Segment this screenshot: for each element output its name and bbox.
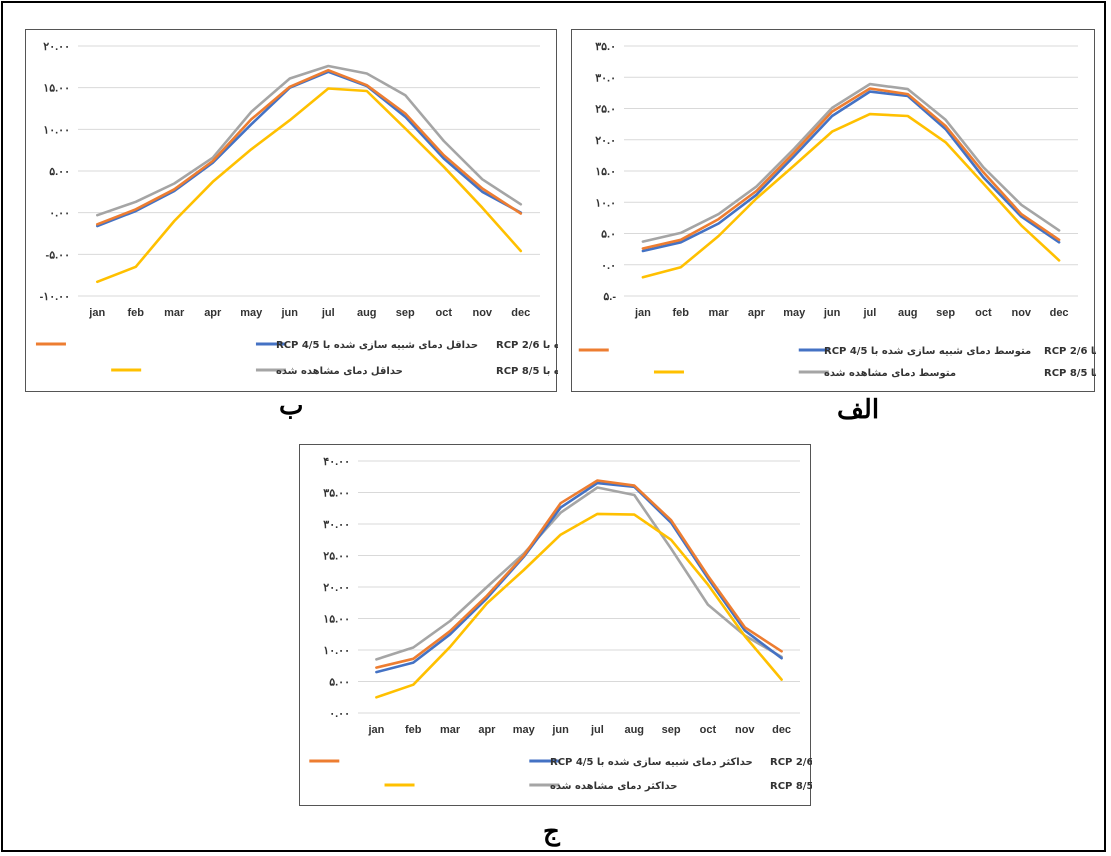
series-line-rcp85 <box>641 82 1061 243</box>
x-tick-label: aug <box>357 307 377 319</box>
x-tick-label: jun <box>281 307 299 319</box>
x-tick-label: oct <box>975 307 992 319</box>
legend-label: حداقل دمای شبیه سازی شده با RCP 4/5 <box>276 340 478 351</box>
series-line-rcp45 <box>96 68 523 226</box>
x-tick-label: mar <box>440 724 461 736</box>
legend-label: حداکثر دمای شبیه سازی شده با RCP 8/5 <box>770 781 812 792</box>
y-tick-label: -۵.۰۰ <box>46 249 70 261</box>
chart-alef-svg: ۵.- ۰.۰ ۵.۰ ۱۰.۰ ۱۵.۰ ۲۰.۰ ۲۵.۰ ۳۰.۰ ۳۵.۰ jan feb m… <box>578 41 1096 379</box>
x-tick-label: may <box>240 307 263 319</box>
chart-jim-svg: ۰.۰۰ ۵.۰۰ ۱۰.۰۰ ۱۵.۰۰ ۲۰.۰۰ ۲۵.۰۰ ۳۰.۰۰ ۳۵.۰۰ ۴۰… <box>309 456 812 792</box>
series-line-observed <box>375 512 783 699</box>
y-tick-label: ۰.۰۰ <box>49 208 70 220</box>
chart-be-svg: -۱۰.۰۰ -۵.۰۰ ۰.۰۰ ۵.۰۰ ۱۰.۰۰ ۱۵.۰۰ ۲۰.۰۰ jan feb… <box>35 41 558 377</box>
chart-panel-be: -۱۰.۰۰ -۵.۰۰ ۰.۰۰ ۵.۰۰ ۱۰.۰۰ ۱۵.۰۰ ۲۰.۰۰ jan feb… <box>25 29 558 392</box>
legend-label: حداقل دمای شبیه سازی شده با RCP 8/5 <box>496 366 558 377</box>
x-tick-label: mar <box>708 307 729 319</box>
y-tick-label: ۲۵.۰۰ <box>323 551 350 563</box>
x-tick-label: sep <box>396 307 415 319</box>
x-tick-label: jul <box>862 307 876 319</box>
series-line-rcp26 <box>96 70 523 228</box>
y-tick-label: ۲۰.۰۰ <box>43 41 70 53</box>
series-line-rcp45 <box>641 87 1061 250</box>
y-tick-label: ۱۰.۰۰ <box>323 645 350 657</box>
y-tick-label: ۳۵.۰۰ <box>323 488 350 500</box>
y-tick-label: ۳۰.۰ <box>595 72 616 84</box>
x-tick-label: dec <box>1050 307 1069 319</box>
legend-label: حداکثر دمای شبیه سازی شده با RCP 2/6 <box>770 757 812 768</box>
x-tick-label: jan <box>634 307 651 319</box>
series-line-observed <box>96 87 523 284</box>
x-tick-label: jul <box>590 724 604 736</box>
y-tick-label: ۵.- <box>603 291 616 303</box>
chart-panel-alef: ۵.- ۰.۰ ۵.۰ ۱۰.۰ ۱۵.۰ ۲۰.۰ ۲۵.۰ ۳۰.۰ ۳۵.۰ jan feb m… <box>571 29 1096 392</box>
x-tick-label: apr <box>478 724 496 736</box>
x-tick-label: apr <box>204 307 222 319</box>
x-tick-label: sep <box>936 307 955 319</box>
series-line-rcp45 <box>375 479 783 669</box>
x-tick-label: jan <box>88 307 105 319</box>
x-tick-label: feb <box>673 307 690 319</box>
x-tick-label: may <box>513 724 536 736</box>
y-tick-label: ۱۰.۰۰ <box>43 124 70 136</box>
y-tick-label: ۰.۰ <box>601 260 616 272</box>
y-tick-label: ۱۰.۰ <box>595 197 616 209</box>
x-tick-label: mar <box>164 307 185 319</box>
legend-label: متوسط دمای مشاهده شده <box>824 368 956 379</box>
x-tick-label: dec <box>511 307 530 319</box>
legend-label: متوسط دمای شبیه سازی شده با RCP 4/5 <box>824 346 1031 357</box>
y-tick-label: ۴۰.۰۰ <box>323 456 350 468</box>
y-tick-label: ۳۵.۰ <box>595 41 616 53</box>
chart-panel-jim: ۰.۰۰ ۵.۰۰ ۱۰.۰۰ ۱۵.۰۰ ۲۰.۰۰ ۲۵.۰۰ ۳۰.۰۰ ۳۵.۰۰ ۴۰… <box>299 444 812 806</box>
x-tick-label: jun <box>823 307 841 319</box>
x-tick-label: jan <box>367 724 384 736</box>
y-tick-label: ۵.۰ <box>601 229 616 241</box>
x-tick-label: oct <box>700 724 717 736</box>
x-tick-label: oct <box>436 307 453 319</box>
x-tick-label: jun <box>551 724 569 736</box>
legend-label: حداکثر دمای مشاهده شده <box>550 781 677 792</box>
x-tick-label: apr <box>748 307 766 319</box>
y-tick-label: ۱۵.۰۰ <box>43 83 70 95</box>
x-tick-label: nov <box>472 307 492 319</box>
x-tick-label: feb <box>128 307 145 319</box>
x-tick-label: may <box>783 307 806 319</box>
y-tick-label: ۵.۰۰ <box>329 677 350 689</box>
x-tick-label: aug <box>898 307 918 319</box>
series-line-rcp26 <box>641 90 1061 253</box>
legend-label: متوسط دمای شبیه سازی شده با RCP 2/6 <box>1044 346 1096 357</box>
y-tick-label: ۲۰.۰ <box>595 135 616 147</box>
series-line-observed <box>641 112 1061 279</box>
x-tick-label: dec <box>772 724 791 736</box>
x-tick-label: feb <box>405 724 422 736</box>
caption-be: ب <box>279 391 304 421</box>
y-tick-label: ۳۰.۰۰ <box>323 519 350 531</box>
y-tick-label: ۲۵.۰ <box>595 104 616 116</box>
y-tick-label: ۱۵.۰ <box>595 166 616 178</box>
legend-label: حداقل دمای شبیه سازی شده با RCP 2/6 <box>496 340 558 351</box>
y-tick-label: ۰.۰۰ <box>329 708 350 720</box>
series-line-rcp85 <box>375 486 783 661</box>
legend-label: حداکثر دمای شبیه سازی شده با RCP 4/5 <box>550 757 753 768</box>
y-tick-label: -۱۰.۰۰ <box>40 291 70 303</box>
series-line-rcp85 <box>96 64 523 217</box>
caption-jim: ج <box>543 817 560 847</box>
y-tick-label: ۱۵.۰۰ <box>323 614 350 626</box>
x-tick-label: nov <box>735 724 755 736</box>
legend-label: حداقل دمای مشاهده شده <box>276 366 403 377</box>
y-tick-label: ۵.۰۰ <box>49 166 70 178</box>
y-tick-label: ۲۰.۰۰ <box>323 582 350 594</box>
x-tick-label: sep <box>662 724 681 736</box>
x-tick-label: nov <box>1011 307 1031 319</box>
series-line-rcp26 <box>375 481 783 674</box>
caption-alef: الف <box>837 395 880 425</box>
legend-label: متوسط دمای شبیه سازی شده با RCP 8/5 <box>1044 368 1096 379</box>
x-tick-label: aug <box>624 724 644 736</box>
x-tick-label: jul <box>321 307 335 319</box>
